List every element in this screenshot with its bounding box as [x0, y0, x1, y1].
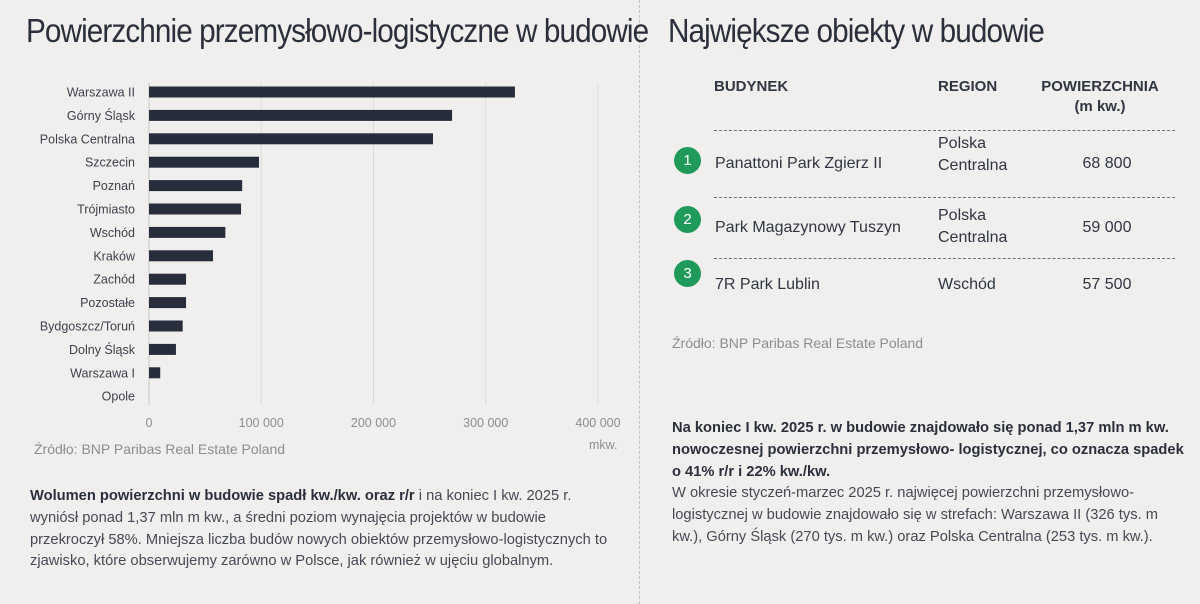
header-region: REGION	[938, 78, 998, 95]
table-title: Największe obiekty w budowie	[668, 12, 1045, 49]
left-paragraph: Wolumen powierzchni w budowie spadł kw./…	[30, 486, 610, 573]
bar	[149, 86, 515, 98]
row-separator	[714, 197, 1175, 198]
x-tick-label: 100 000	[239, 416, 284, 430]
building-area: 59 000	[1082, 219, 1132, 236]
building-name: 7R Park Lublin	[715, 276, 820, 293]
building-name: Panattoni Park Zgierz II	[715, 155, 883, 172]
category-label: Warszawa II	[67, 86, 135, 100]
bar	[149, 367, 161, 379]
right-paragraph: Na koniec I kw. 2025 r. w budowie znajdo…	[672, 418, 1192, 549]
column-divider	[639, 0, 640, 604]
category-label: Szczecin	[85, 156, 135, 170]
building-region: Polska Centralna	[938, 207, 1008, 246]
building-name: Park Magazynowy Tuszyn	[715, 219, 901, 236]
left-paragraph-text: i na koniec I kw. 2025 r. wyniósł ponad …	[30, 488, 608, 570]
left-paragraph-bold: Wolumen powierzchni w budowie spadł kw./…	[30, 488, 415, 504]
bar	[149, 180, 243, 192]
x-tick-label: 300 000	[463, 416, 508, 430]
bar	[149, 250, 213, 262]
category-label: Trójmiasto	[77, 203, 135, 217]
building-region: Polska Centralna	[938, 135, 1008, 174]
category-label: Polska Centralna	[40, 132, 135, 146]
category-label: Warszawa I	[70, 366, 135, 380]
bar	[149, 156, 260, 168]
rank-badge: 3	[674, 260, 701, 287]
category-label: Pozostałe	[80, 296, 135, 310]
building-area: 57 500	[1082, 276, 1132, 293]
rank-badge: 2	[674, 206, 701, 233]
building-area: 68 800	[1082, 155, 1132, 172]
bar	[149, 203, 242, 215]
category-label: Górny Śląsk	[67, 108, 136, 123]
category-label: Zachód	[93, 273, 135, 287]
header-area: POWIERZCHNIA (m kw.)	[1041, 78, 1159, 115]
right-paragraph-bold: Na koniec I kw. 2025 r. w budowie znajdo…	[672, 420, 1184, 480]
row-separator	[714, 258, 1175, 259]
bar	[149, 273, 187, 285]
x-tick-label: 400 000	[575, 416, 620, 430]
category-label: Bydgoszcz/Toruń	[40, 320, 135, 334]
bar	[149, 226, 226, 238]
header-building: BUDYNEK	[714, 78, 789, 95]
category-label: Opole	[102, 390, 135, 404]
right-paragraph-text: W okresie styczeń-marzec 2025 r. najwięc…	[672, 485, 1158, 545]
x-tick-label: 0	[146, 416, 153, 430]
bar	[149, 320, 183, 332]
table-source: Źródło: BNP Paribas Real Estate Poland	[672, 335, 924, 351]
x-axis-unit: mkw.	[589, 438, 618, 452]
bar	[149, 133, 433, 145]
bar	[149, 297, 187, 309]
category-label: Kraków	[93, 249, 136, 263]
bar	[149, 109, 453, 121]
chart-source: Źródło: BNP Paribas Real Estate Poland	[34, 441, 286, 457]
category-label: Wschód	[90, 226, 135, 240]
row-separator	[714, 130, 1175, 131]
chart-title: Powierzchnie przemysłowo-logistyczne w b…	[26, 12, 649, 49]
bar	[149, 343, 176, 355]
category-label: Poznań	[93, 179, 135, 193]
rank-badge: 1	[674, 147, 701, 174]
bar-chart: 0 100 000 200 000 300 000 400 000 Warszawa II…	[40, 83, 621, 430]
category-label: Dolny Śląsk	[69, 342, 136, 357]
building-region: Wschód	[938, 276, 996, 293]
x-tick-label: 200 000	[351, 416, 396, 430]
